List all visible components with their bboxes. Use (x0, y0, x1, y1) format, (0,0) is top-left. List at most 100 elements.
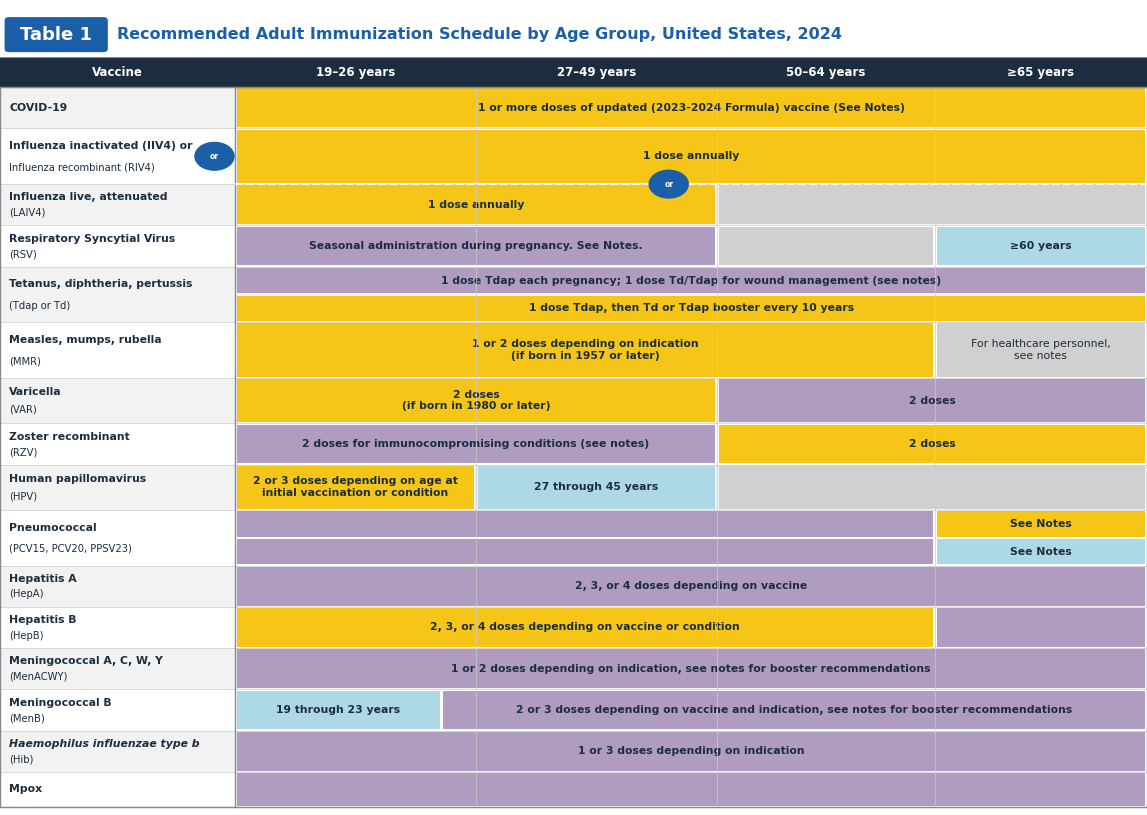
Bar (236, 608, 934, 647)
Text: 1 or more doses of updated (2023-2024 Formula) vaccine (See Notes): 1 or more doses of updated (2023-2024 Fo… (477, 103, 905, 112)
Bar (0, 16, 1147, 53)
Bar (0, 423, 1147, 465)
Bar (0, 87, 1147, 129)
Bar (236, 185, 716, 224)
Text: 1 or 2 doses depending on indication, see notes for booster recommendations: 1 or 2 doses depending on indication, se… (451, 663, 931, 674)
FancyBboxPatch shape (5, 17, 108, 52)
Text: (LAIV4): (LAIV4) (9, 208, 46, 218)
Text: See Notes: See Notes (1011, 519, 1071, 529)
Text: Measles, mumps, rubella: Measles, mumps, rubella (9, 335, 162, 345)
Bar (236, 539, 934, 564)
Bar (236, 650, 1146, 688)
Text: For healthcare personnel,
see notes: For healthcare personnel, see notes (972, 339, 1110, 361)
Bar (936, 608, 1145, 647)
Bar (718, 227, 933, 266)
Text: 1 or 2 doses depending on indication
(if born in 1957 or later): 1 or 2 doses depending on indication (if… (471, 339, 699, 361)
Text: ≥60 years: ≥60 years (1011, 241, 1071, 251)
Bar (718, 466, 1145, 509)
Text: 2, 3, or 4 doses depending on vaccine or condition: 2, 3, or 4 doses depending on vaccine or… (430, 623, 740, 632)
Bar (236, 130, 1146, 183)
Text: (HepA): (HepA) (9, 589, 44, 600)
Text: 1 dose Tdap, then Td or Tdap booster every 10 years: 1 dose Tdap, then Td or Tdap booster eve… (529, 303, 853, 313)
Bar (0, 267, 1147, 322)
Text: Respiratory Syncytial Virus: Respiratory Syncytial Virus (9, 234, 175, 244)
Text: (HPV): (HPV) (9, 491, 38, 501)
Text: (MMR): (MMR) (9, 356, 41, 366)
Bar (236, 324, 934, 377)
Bar (0, 87, 1147, 807)
Circle shape (195, 143, 234, 170)
Bar (0, 129, 1147, 184)
Bar (0, 322, 1147, 378)
Text: 27 through 45 years: 27 through 45 years (535, 482, 658, 492)
Bar (0, 772, 1147, 807)
Bar (0, 510, 1147, 566)
Bar (0, 730, 1147, 772)
Text: (PCV15, PCV20, PPSV23): (PCV15, PCV20, PPSV23) (9, 544, 132, 554)
Text: See Notes: See Notes (1011, 547, 1071, 557)
Text: 2 doses: 2 doses (908, 439, 955, 449)
Text: Recommended Adult Immunization Schedule by Age Group, United States, 2024: Recommended Adult Immunization Schedule … (117, 27, 842, 42)
Bar (236, 88, 1146, 127)
Bar (236, 379, 716, 422)
Text: (Tdap or Td): (Tdap or Td) (9, 301, 70, 311)
Bar (0, 378, 1147, 423)
Bar (0, 566, 1147, 607)
Text: (RZV): (RZV) (9, 447, 38, 457)
Bar (236, 511, 934, 536)
Text: 2 or 3 doses depending on vaccine and indication, see notes for booster recommen: 2 or 3 doses depending on vaccine and in… (516, 705, 1072, 715)
Text: (Hib): (Hib) (9, 755, 33, 764)
Text: (MenB): (MenB) (9, 713, 45, 723)
Bar (936, 511, 1145, 536)
Circle shape (649, 170, 688, 198)
Text: 50–64 years: 50–64 years (786, 66, 866, 78)
Text: 19 through 23 years: 19 through 23 years (276, 705, 400, 715)
Text: ≥65 years: ≥65 years (1007, 66, 1075, 78)
Bar (236, 773, 1146, 805)
Text: 1 dose annually: 1 dose annually (428, 200, 524, 209)
Text: Meningococcal B: Meningococcal B (9, 698, 111, 707)
Bar (936, 539, 1145, 564)
Text: COVID-19: COVID-19 (9, 103, 68, 112)
Bar (936, 324, 1145, 377)
Bar (718, 379, 1145, 422)
Text: Influenza live, attenuated: Influenza live, attenuated (9, 192, 167, 202)
Text: Vaccine: Vaccine (92, 66, 143, 78)
Bar (443, 690, 1145, 729)
Bar (236, 566, 1146, 606)
Text: or: or (664, 179, 673, 188)
Bar (0, 465, 1147, 510)
Text: 2 doses: 2 doses (908, 395, 955, 406)
Text: (RSV): (RSV) (9, 249, 37, 259)
Text: 19–26 years: 19–26 years (315, 66, 396, 78)
Text: Seasonal administration during pregnancy. See Notes.: Seasonal administration during pregnancy… (310, 241, 642, 251)
Bar (0, 184, 1147, 226)
Text: Influenza recombinant (RIV4): Influenza recombinant (RIV4) (9, 162, 155, 173)
Bar (0, 689, 1147, 730)
Text: Hepatitis B: Hepatitis B (9, 615, 77, 625)
Text: Varicella: Varicella (9, 387, 62, 398)
Bar (477, 466, 716, 509)
Bar (236, 425, 716, 464)
Bar (236, 466, 475, 509)
Text: 1 dose Tdap each pregnancy; 1 dose Td/Tdap for wound management (see notes): 1 dose Tdap each pregnancy; 1 dose Td/Td… (440, 275, 942, 285)
Text: Pneumococcal: Pneumococcal (9, 522, 96, 533)
Text: (HepB): (HepB) (9, 631, 44, 641)
Text: Zoster recombinant: Zoster recombinant (9, 431, 130, 442)
Text: or: or (210, 152, 219, 161)
Text: 2, 3, or 4 doses depending on vaccine: 2, 3, or 4 doses depending on vaccine (575, 581, 807, 591)
Bar (0, 226, 1147, 267)
Text: Influenza inactivated (IIV4) or: Influenza inactivated (IIV4) or (9, 141, 193, 152)
Bar (0, 57, 1147, 87)
Bar (236, 732, 1146, 770)
Text: 27–49 years: 27–49 years (556, 66, 637, 78)
Text: 2 doses for immunocompromising conditions (see notes): 2 doses for immunocompromising condition… (303, 439, 649, 449)
Bar (0, 648, 1147, 689)
Bar (236, 227, 716, 266)
Bar (718, 425, 1145, 464)
Text: Meningococcal A, C, W, Y: Meningococcal A, C, W, Y (9, 656, 163, 667)
Bar (718, 185, 1145, 224)
Text: Haemophilus influenzae type b: Haemophilus influenzae type b (9, 738, 200, 749)
Text: 2 doses
(if born in 1980 or later): 2 doses (if born in 1980 or later) (401, 390, 551, 412)
Bar (936, 227, 1145, 266)
